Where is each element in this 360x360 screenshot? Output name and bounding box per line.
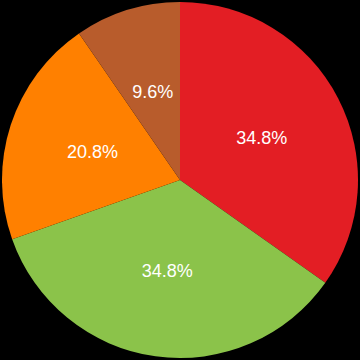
- svg-text:34.8%: 34.8%: [142, 261, 193, 281]
- svg-text:9.6%: 9.6%: [132, 82, 173, 102]
- svg-text:20.8%: 20.8%: [67, 142, 118, 162]
- svg-text:34.8%: 34.8%: [236, 128, 287, 148]
